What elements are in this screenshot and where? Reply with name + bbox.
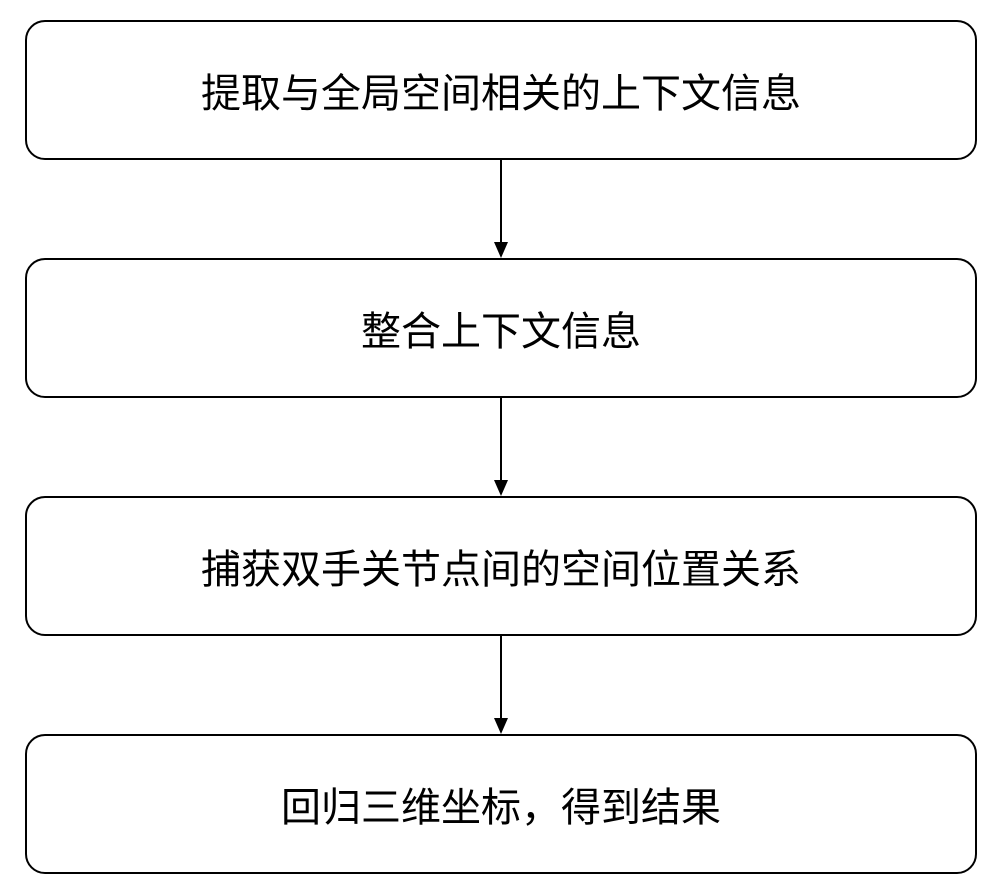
arrow-head-icon <box>494 480 508 496</box>
flow-node-integrate-context: 整合上下文信息 <box>25 258 977 398</box>
flow-arrow-2 <box>492 398 510 496</box>
flow-node-capture-spatial-relation: 捕获双手关节点间的空间位置关系 <box>25 496 977 636</box>
flow-node-label: 捕获双手关节点间的空间位置关系 <box>201 537 801 595</box>
arrow-head-icon <box>494 242 508 258</box>
flow-arrow-1 <box>492 160 510 258</box>
flow-node-label: 整合上下文信息 <box>361 299 641 357</box>
flow-arrow-3 <box>492 636 510 734</box>
flow-node-label: 提取与全局空间相关的上下文信息 <box>201 61 801 119</box>
flow-node-regress-result: 回归三维坐标，得到结果 <box>25 734 977 874</box>
flowchart-canvas: 提取与全局空间相关的上下文信息 整合上下文信息 捕获双手关节点间的空间位置关系 … <box>0 0 1000 874</box>
flow-node-label: 回归三维坐标，得到结果 <box>281 775 721 833</box>
arrow-head-icon <box>494 718 508 734</box>
flow-node-extract-context: 提取与全局空间相关的上下文信息 <box>25 20 977 160</box>
